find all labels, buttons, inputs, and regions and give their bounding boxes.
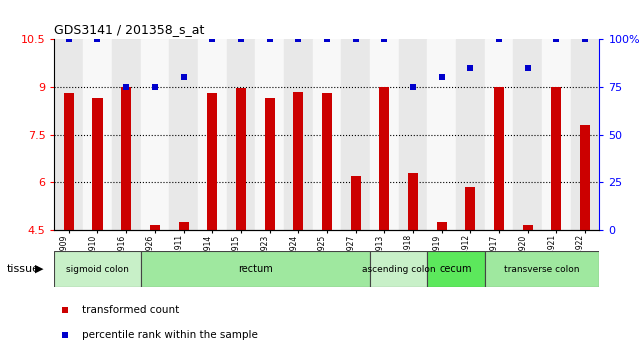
Text: GDS3141 / 201358_s_at: GDS3141 / 201358_s_at [54,23,205,36]
Text: percentile rank within the sample: percentile rank within the sample [82,330,258,339]
Bar [494,87,504,230]
Bar [522,225,533,230]
Bar [370,39,399,230]
Text: ▶: ▶ [35,264,44,274]
Bar [437,222,447,230]
Bar [140,251,370,287]
Bar [236,88,246,230]
Bar [265,98,274,230]
Bar [465,187,476,230]
Bar [169,39,198,230]
Bar [322,93,332,230]
Bar [370,251,428,287]
Bar [255,39,284,230]
Bar [284,39,313,230]
Bar [542,39,570,230]
Text: rectum: rectum [238,264,272,274]
Bar [64,93,74,230]
Bar [580,125,590,230]
Bar [54,39,83,230]
Bar [313,39,341,230]
Bar [570,39,599,230]
Bar [485,251,599,287]
Bar [399,39,428,230]
Text: cecum: cecum [440,264,472,274]
Bar [428,251,485,287]
Bar [226,39,255,230]
Bar [178,222,188,230]
Bar [121,87,131,230]
Bar [428,39,456,230]
Bar [293,92,303,230]
Bar [485,39,513,230]
Bar [341,39,370,230]
Bar [207,93,217,230]
Bar [408,173,418,230]
Bar [54,251,140,287]
Bar [92,98,103,230]
Bar [198,39,226,230]
Bar [379,87,389,230]
Text: sigmoid colon: sigmoid colon [66,264,129,274]
Bar [150,225,160,230]
Text: tissue: tissue [6,264,39,274]
Text: transformed count: transformed count [82,305,179,315]
Bar [551,87,562,230]
Text: transverse colon: transverse colon [504,264,579,274]
Bar [351,176,361,230]
Text: ascending colon: ascending colon [362,264,435,274]
Bar [83,39,112,230]
Bar [513,39,542,230]
Bar [112,39,140,230]
Bar [140,39,169,230]
Bar [456,39,485,230]
